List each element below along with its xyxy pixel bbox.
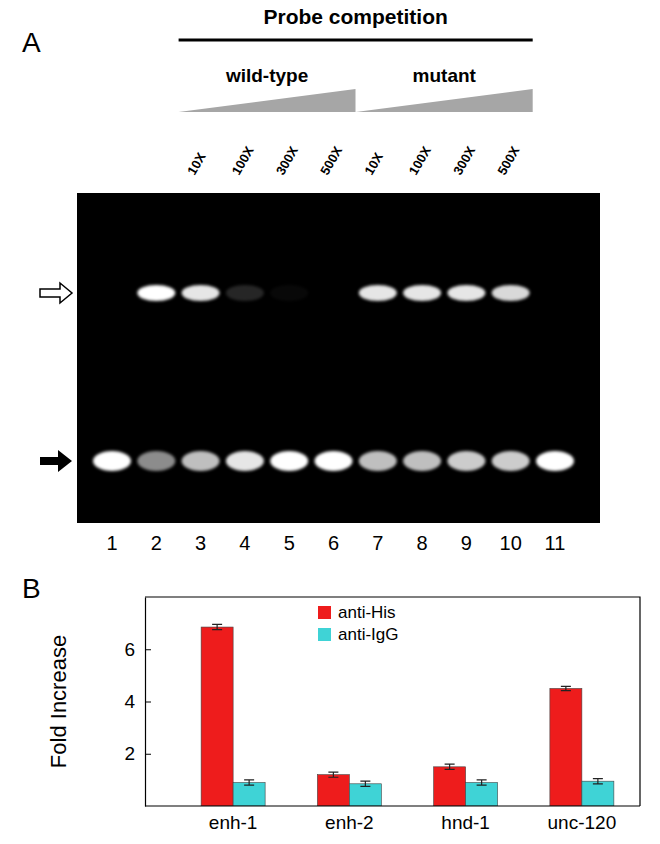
error-bar — [593, 779, 603, 784]
panel-a: A 1 2 3 10X 4 100X 5 300X 6 500X 7 10X 8 100X 9 300X 10 50… — [22, 5, 600, 554]
x-tick: hnd-1 — [441, 806, 490, 833]
y-axis: 2 4 6 — [124, 598, 151, 807]
x-axis-line — [145, 805, 640, 806]
group-label: wild-type — [225, 65, 308, 86]
y-tick-mark — [145, 649, 151, 650]
lane-number: 8 — [417, 532, 428, 554]
x-axis: enh-1 enh-2 hnd-1 unc-120 — [145, 806, 640, 833]
lane-number: 1 — [106, 532, 117, 554]
title-rule — [179, 39, 533, 42]
error-bar — [328, 772, 338, 777]
bar — [201, 627, 233, 806]
competitor-label: 500X — [494, 143, 522, 177]
bar — [466, 782, 498, 806]
concentration-wedge — [179, 89, 356, 112]
y-tick: 4 — [124, 691, 151, 712]
bar — [550, 688, 582, 806]
free-probe-band — [403, 451, 441, 471]
gel-background — [77, 193, 600, 523]
error-bar — [561, 686, 571, 690]
shifted-band — [182, 285, 220, 301]
free-probe-band — [93, 451, 131, 471]
x-tick-label: hnd-1 — [441, 812, 490, 833]
lane-number: 9 — [461, 532, 472, 554]
lane-number: 10 — [500, 532, 522, 554]
legend: anti-His anti-IgG — [318, 603, 398, 644]
free-probe-band — [182, 451, 220, 471]
bands — [93, 285, 574, 471]
competitor-label: 10X — [184, 150, 209, 178]
shifted-band — [447, 285, 485, 301]
competitor-label: 300X — [273, 143, 301, 177]
plot-frame — [145, 597, 640, 806]
competitor-label: 100X — [406, 143, 434, 177]
free-probe-band — [226, 451, 264, 471]
bar — [434, 767, 466, 806]
shifted-band — [226, 285, 264, 301]
x-tick-label: enh-1 — [209, 812, 258, 833]
y-tick: 6 — [124, 639, 151, 660]
bar — [582, 781, 614, 806]
lane-number: 5 — [284, 532, 295, 554]
lane-number: 7 — [372, 532, 383, 554]
y-axis-title: Fold Increase — [46, 635, 71, 768]
y-tick-mark — [145, 754, 151, 755]
x-tick-label: unc-120 — [548, 812, 617, 833]
free-probe-band — [137, 451, 175, 471]
y-tick-label: 2 — [124, 743, 135, 764]
lane-number: 2 — [151, 532, 162, 554]
bar — [233, 782, 265, 806]
error-bar — [212, 624, 222, 629]
free-probe-band — [270, 451, 308, 471]
lane-number: 11 — [545, 532, 566, 554]
plot-area — [201, 624, 614, 806]
lane-number: 4 — [239, 532, 250, 554]
shifted-band — [492, 285, 530, 301]
error-bar — [477, 780, 487, 785]
legend-label: anti-His — [338, 603, 396, 622]
competitor-label: 10X — [361, 150, 386, 178]
shifted-band — [137, 285, 175, 301]
competitor-label: 100X — [229, 143, 257, 177]
lane-number: 6 — [328, 532, 339, 554]
error-bar — [360, 781, 370, 786]
y-tick-label: 6 — [124, 639, 135, 660]
open-arrow — [40, 283, 72, 303]
free-probe-band — [359, 451, 397, 471]
lane-number: 3 — [195, 532, 206, 554]
free-probe-band — [492, 451, 530, 471]
x-tick: enh-2 — [325, 806, 374, 833]
x-tick: unc-120 — [548, 806, 617, 833]
solid-arrow — [40, 450, 72, 472]
free-probe-band — [447, 451, 485, 471]
x-tick-label: enh-2 — [325, 812, 374, 833]
panel-label: B — [22, 573, 41, 604]
bar — [349, 784, 381, 806]
figure: A 1 2 3 10X 4 100X 5 300X 6 500X 7 10X 8 100X 9 300X 10 50… — [0, 0, 660, 844]
x-tick: enh-1 — [209, 806, 258, 833]
legend-swatch — [318, 606, 331, 619]
y-tick: 2 — [124, 743, 151, 764]
free-probe-band — [536, 451, 574, 471]
group-label: mutant — [413, 65, 477, 86]
error-bar — [445, 764, 455, 769]
legend-swatch — [318, 628, 331, 641]
y-tick-mark — [145, 702, 151, 703]
competitor-label: 300X — [450, 143, 478, 177]
shifted-band — [359, 285, 397, 301]
bar — [317, 775, 349, 806]
shifted-band — [270, 285, 308, 301]
free-probe-band — [315, 451, 353, 471]
y-tick-label: 4 — [124, 691, 135, 712]
concentration-wedge — [356, 89, 533, 112]
legend-label: anti-IgG — [338, 625, 398, 644]
error-bar — [244, 780, 254, 785]
competitor-label: 500X — [317, 143, 345, 177]
shifted-band — [403, 285, 441, 301]
panel-label: A — [22, 27, 41, 58]
group-title: Probe competition — [263, 5, 447, 28]
panel-b: B 2 4 6 enh-1 enh-2 hnd-1 unc-120 Fold Increase a… — [22, 573, 640, 833]
